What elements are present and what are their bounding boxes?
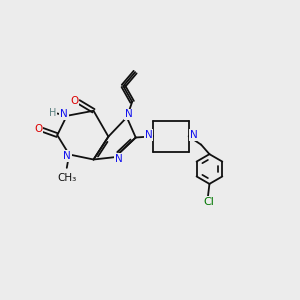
Text: N: N <box>145 130 152 140</box>
Text: N: N <box>60 109 68 119</box>
Text: O: O <box>34 124 42 134</box>
Text: O: O <box>70 96 79 106</box>
Text: H: H <box>49 108 56 118</box>
Text: N: N <box>190 130 198 140</box>
Text: N: N <box>125 109 133 119</box>
Text: N: N <box>115 154 122 164</box>
Text: Cl: Cl <box>203 197 214 207</box>
Text: CH₃: CH₃ <box>58 173 77 183</box>
Text: N: N <box>64 151 71 161</box>
